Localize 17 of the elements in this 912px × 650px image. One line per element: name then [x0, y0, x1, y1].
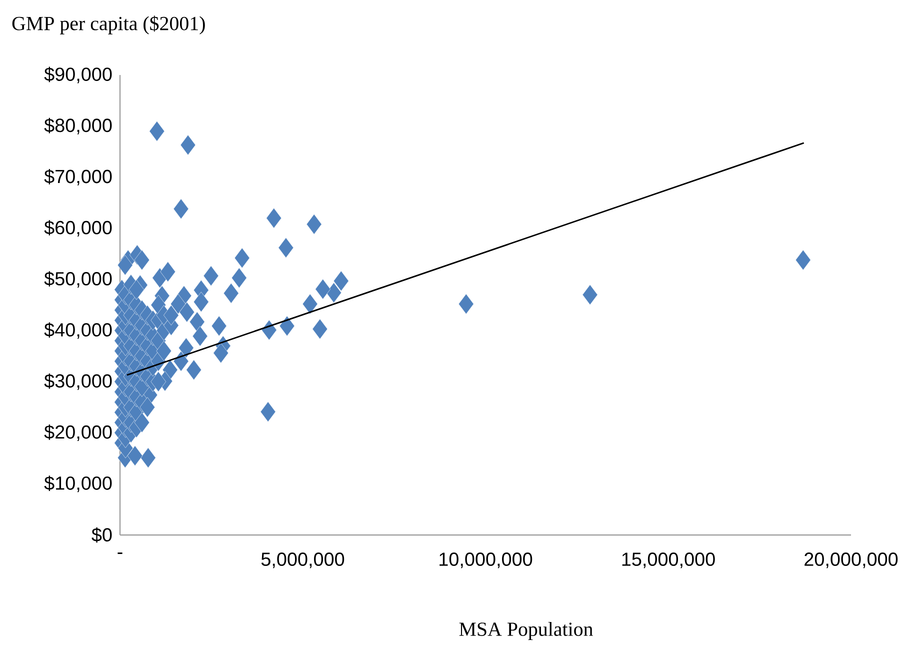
y-tick-label: $40,000: [44, 322, 112, 339]
y-tick-label: $70,000: [44, 169, 112, 186]
y-axis-title: GMP per capita ($2001): [12, 16, 205, 34]
x-axis-title: MSA Population: [459, 622, 593, 640]
y-tick-label: $20,000: [44, 424, 112, 441]
x-tick-label: -: [118, 552, 122, 554]
x-tick-label: 10,000,000: [440, 552, 532, 568]
x-tick-label: 15,000,000: [622, 552, 715, 568]
y-tick-label: $80,000: [44, 118, 112, 134]
y-tick-label: $60,000: [44, 220, 112, 237]
y-tick-label: $50,000: [44, 271, 112, 288]
y-tick-label: $0: [92, 527, 112, 543]
x-tick-label: 5,000,000: [261, 552, 344, 568]
y-tick-label: $90,000: [44, 66, 112, 84]
y-tick-label: $30,000: [44, 373, 112, 390]
y-tick-label: $10,000: [44, 476, 112, 492]
x-tick-label: 20,000,000: [804, 552, 898, 568]
